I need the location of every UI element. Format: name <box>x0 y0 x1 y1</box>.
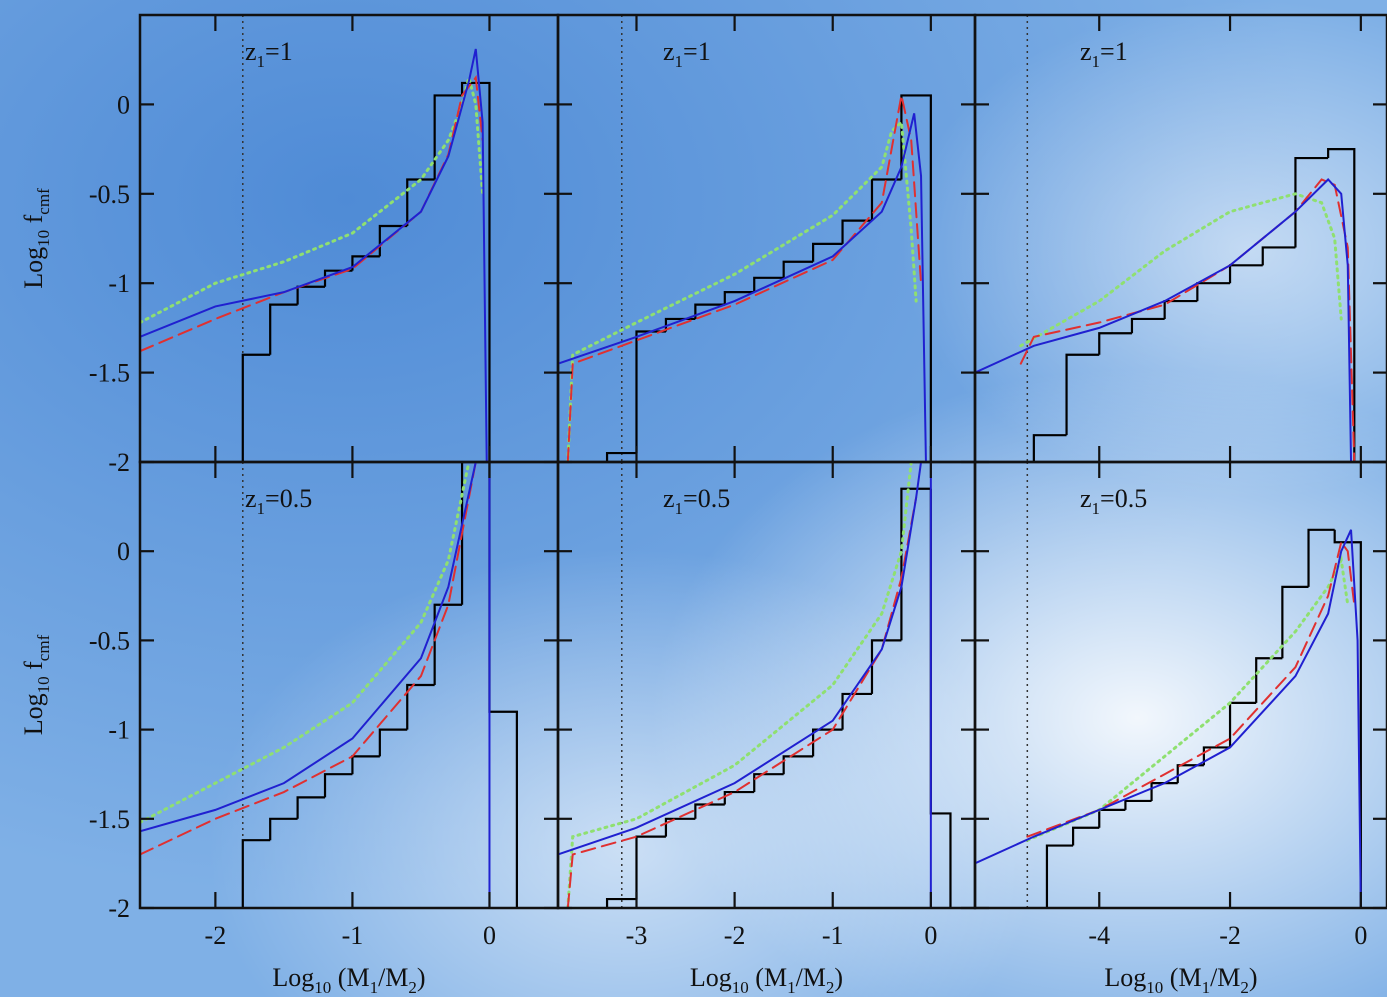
subscript: 10 <box>34 676 53 693</box>
label-part: Log <box>19 247 48 289</box>
y-tick-label: -0.5 <box>89 180 130 209</box>
label-part: z <box>1080 484 1092 513</box>
label-part: z <box>245 484 257 513</box>
panel-label: z1=1 <box>1080 37 1128 71</box>
subscript: 1 <box>787 978 796 997</box>
subscript: 10 <box>732 978 749 997</box>
x-tick-label: -1 <box>822 921 844 950</box>
y-tick-label: -1.5 <box>89 805 130 834</box>
y-tick-label: -2 <box>108 448 130 477</box>
label-part: /M <box>378 963 408 992</box>
x-axis-label: Log10 (M1/M2) <box>1104 963 1257 997</box>
label-part: =1 <box>265 37 293 66</box>
x-tick-label: -1 <box>342 921 364 950</box>
subscript: 1 <box>675 52 684 71</box>
label-part: /M <box>796 963 826 992</box>
x-tick-label: -3 <box>626 921 648 950</box>
x-tick-label: 0 <box>924 921 937 950</box>
y-tick-label: -0.5 <box>89 626 130 655</box>
subscript: 10 <box>1146 978 1163 997</box>
x-axis-label: Log10 (M1/M2) <box>690 963 843 997</box>
x-tick-label: -2 <box>1219 921 1241 950</box>
x-tick-label: -2 <box>724 921 746 950</box>
x-tick-label: 0 <box>483 921 496 950</box>
subscript: 1 <box>1202 978 1211 997</box>
label-part: =0.5 <box>1100 484 1147 513</box>
label-part: (M <box>749 963 787 992</box>
panel-label: z1=1 <box>663 37 711 71</box>
subscript: 2 <box>408 978 417 997</box>
subscript: 2 <box>1240 978 1249 997</box>
x-axis-label: Log10 (M1/M2) <box>272 963 425 997</box>
subscript: 1 <box>257 499 266 518</box>
y-tick-label: -1 <box>108 269 130 298</box>
label-part: z <box>663 37 675 66</box>
panel-label: z1=0.5 <box>245 484 312 518</box>
label-part: ) <box>1249 963 1258 992</box>
label-part: (M <box>331 963 369 992</box>
subscript: cmf <box>34 188 53 215</box>
label-part: =0.5 <box>683 484 730 513</box>
label-part: Log <box>19 693 48 735</box>
x-tick-label: 0 <box>1354 921 1367 950</box>
panel-label: z1=1 <box>245 37 293 71</box>
subscript: 1 <box>257 52 266 71</box>
label-part: f <box>19 661 48 677</box>
panel-label: z1=0.5 <box>663 484 730 518</box>
page: {"chart_data": [ {"type": "line", "label… <box>0 0 1387 997</box>
label-part: z <box>663 484 675 513</box>
y-tick-label: 0 <box>117 537 130 566</box>
subscript: 10 <box>34 230 53 247</box>
label-part: (M <box>1163 963 1201 992</box>
y-tick-label: -1 <box>108 716 130 745</box>
subscript: 1 <box>675 499 684 518</box>
label-part: ) <box>834 963 843 992</box>
label-part: Log <box>690 963 732 992</box>
y-tick-label: -2 <box>108 894 130 923</box>
x-tick-label: -4 <box>1088 921 1110 950</box>
subscript: 1 <box>370 978 379 997</box>
label-part: z <box>1080 37 1092 66</box>
subscript: 2 <box>826 978 835 997</box>
subscript: 1 <box>1092 52 1101 71</box>
label-part: Log <box>1104 963 1146 992</box>
subscript: 10 <box>314 978 331 997</box>
panel-label: z1=0.5 <box>1080 484 1147 518</box>
y-tick-label: 0 <box>117 90 130 119</box>
x-tick-label: -2 <box>205 921 227 950</box>
label-part: z <box>245 37 257 66</box>
y-tick-label: -1.5 <box>89 359 130 388</box>
label-part: =0.5 <box>265 484 312 513</box>
chart: -2-1.5-1-0.50z1=1Log10 fcmfz1=1z1=1-2-1.… <box>0 0 1387 997</box>
subscript: 1 <box>1092 499 1101 518</box>
label-part: =1 <box>683 37 711 66</box>
label-part: ) <box>417 963 426 992</box>
label-part: Log <box>272 963 314 992</box>
label-part: f <box>19 214 48 230</box>
label-part: /M <box>1210 963 1240 992</box>
label-part: =1 <box>1100 37 1128 66</box>
subscript: cmf <box>34 634 53 661</box>
